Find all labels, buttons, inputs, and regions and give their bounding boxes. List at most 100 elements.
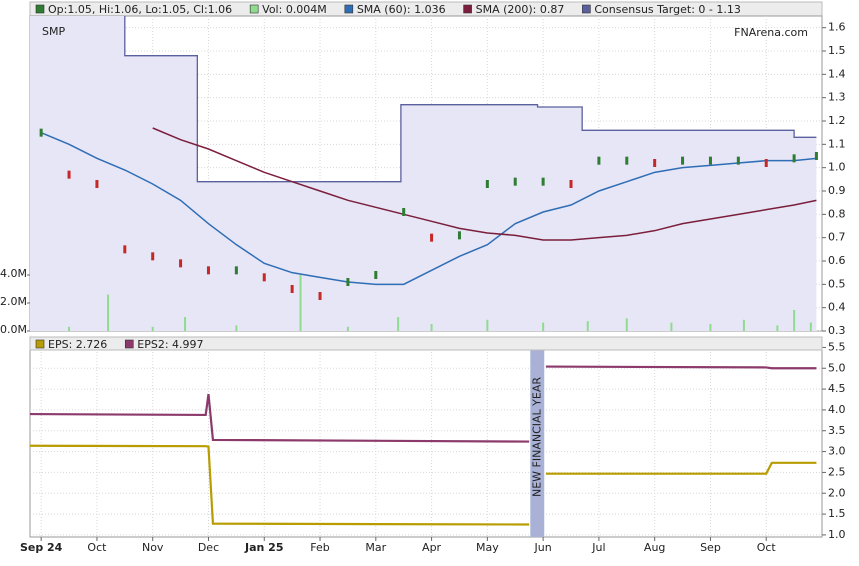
candle [346,278,350,286]
candle [541,177,545,186]
y-tick-label: 1.4 [828,67,846,80]
plot [30,337,822,537]
consensus-area [30,16,817,331]
candle [179,259,183,268]
volume-bar [235,325,238,331]
legend-label: EPS2: 4.997 [137,338,203,351]
volume-bar [670,322,673,331]
series-line [30,444,817,526]
chart-title: SMP [42,25,65,38]
volume-bar [68,326,71,331]
candle [234,266,238,275]
x-tick-label: Apr [422,541,442,554]
volume-bar [486,319,489,331]
candle [653,159,657,167]
annotation-band [530,337,545,537]
legend-swatch [35,4,45,14]
legend-label: EPS: 2.726 [48,338,107,351]
volume-bar [107,294,110,331]
candle [569,180,573,188]
watermark: FNArena.com [734,26,808,39]
candle [262,273,266,282]
candle [206,266,210,275]
y-tick-label: 3.0 [828,445,846,458]
x-tick-label: Feb [310,541,329,554]
series-line [152,127,817,241]
x-tick-label: Oct [757,541,777,554]
volume-bar [776,325,779,331]
volume-bar [709,324,712,331]
panel [29,336,823,538]
legend-bar [29,336,823,351]
legend-swatch [463,4,472,14]
y-tick-label: 1.6 [828,21,846,34]
candle [457,231,461,240]
legend-label: SMA (200): 0.87 [476,3,565,16]
series-line [40,131,817,286]
y-tick-label: 0.6 [828,254,846,267]
volume-bar [299,275,302,331]
y2-tick-label: 0.0M [0,323,27,336]
candle [792,154,796,163]
volume-bar [542,322,545,331]
legend-swatch [582,4,591,14]
candle [95,180,99,188]
y-tick-label: 0.8 [828,207,846,220]
y-tick-label: 4.0 [828,403,846,416]
x-tick-label: May [476,541,499,554]
volume-bar [430,324,433,331]
volume-bar [586,321,589,331]
volume-bar [151,326,154,331]
y2-tick-label: 4.0M [0,267,27,280]
y-tick-label: 0.5 [828,277,846,290]
candle [123,245,127,254]
candle [39,128,43,137]
candle [681,156,685,165]
y-tick-label: 2.5 [828,465,846,478]
volume-bar [184,317,187,331]
volume-bar [346,326,349,331]
y-tick-label: 0.3 [828,324,846,337]
y-tick-label: 3.5 [828,424,846,437]
x-tick-label: Sep 24 [20,541,63,554]
candle [318,292,322,300]
volume-bar [809,322,812,331]
plot [30,16,822,331]
candle [513,177,517,186]
x-tick-label: Jan 25 [244,541,283,554]
volume-bar [625,318,628,331]
legend-label: Vol: 0.004M [262,3,327,16]
y-tick-label: 0.4 [828,301,846,314]
candle [402,208,406,216]
y-tick-label: 1.1 [828,137,846,150]
volume-bar [793,310,796,331]
y-tick-label: 1.5 [828,44,846,57]
candle [814,152,818,160]
y-tick-label: 1.2 [828,114,846,127]
annotation: NEW FINANCIAL YEAR [530,377,543,497]
y-tick-label: 2.0 [828,486,846,499]
y-tick-label: 1.0 [828,528,846,541]
legend-swatch [249,4,259,14]
candle [430,233,434,242]
candle [764,159,768,167]
legend-swatch [35,339,45,349]
y-tick-label: 1.3 [828,91,846,104]
x-tick-label: Dec [198,541,219,554]
candle [290,285,294,293]
y-tick-label: 4.5 [828,382,846,395]
x-tick-label: Jul [591,541,605,554]
legend-swatch [124,339,134,349]
y-tick-label: 1.0 [828,161,846,174]
y-tick-label: 5.5 [828,340,846,353]
candle [708,156,712,165]
candle [736,156,740,165]
volume-bar [397,317,400,331]
candle [67,170,71,179]
legend-label: Op:1.05, Hi:1.06, Lo:1.05, Cl:1.06 [48,3,232,16]
candle [625,156,629,165]
y-tick-label: 5.0 [828,361,846,374]
x-tick-label: Nov [142,541,164,554]
x-tick-label: Jun [534,541,552,554]
legend-label: SMA (60): 1.036 [357,3,446,16]
